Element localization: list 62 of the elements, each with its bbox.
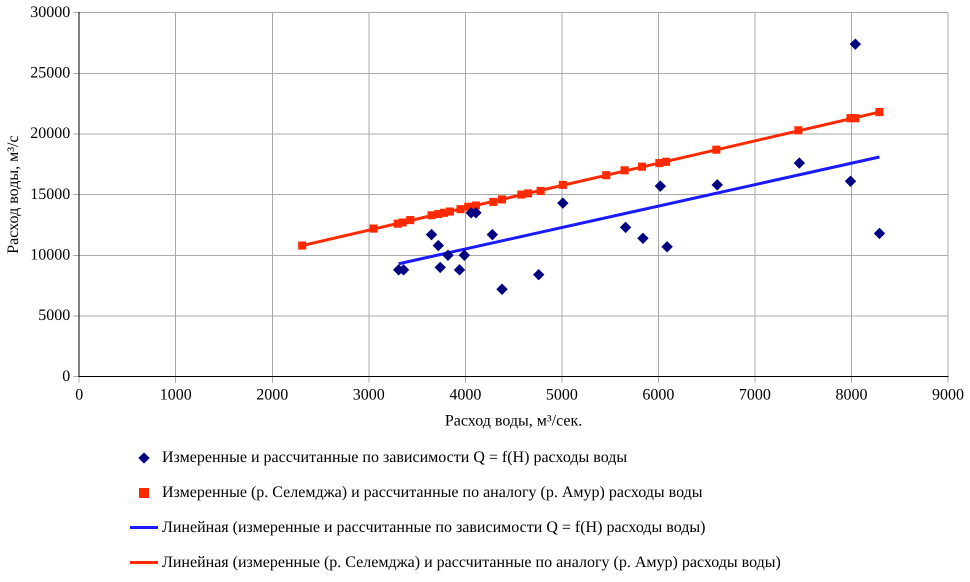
point: [454, 264, 466, 276]
point: [498, 195, 506, 204]
x-tick-label: 2000: [256, 386, 288, 404]
point: [850, 38, 861, 50]
y-tick-label: 20000: [30, 125, 70, 142]
point: [794, 158, 805, 169]
point: [874, 228, 885, 239]
point: [662, 241, 673, 252]
point: [426, 229, 438, 240]
x-tick-label: 7000: [738, 386, 771, 404]
x-tick-label: 5000: [546, 386, 578, 404]
legend-label: Линейная (измеренные (р. Селемджа) и рассчитанные по аналогу (р. Амур) расходы воды): [162, 554, 781, 572]
y-tick-label: 25000: [30, 64, 70, 82]
x-tick-label: 0: [75, 386, 84, 404]
x-tick-label: 3000: [352, 386, 385, 404]
x-axis-title: Расход воды, м³/сек.: [444, 412, 582, 430]
y-tick-label: 5000: [38, 307, 70, 324]
point: [662, 158, 670, 166]
point: [370, 224, 378, 233]
point: [432, 240, 444, 252]
point: [794, 126, 802, 134]
point: [875, 108, 884, 116]
x-tick-label: 9000: [932, 386, 964, 404]
y-axis-title: Расход воды, м³/с: [4, 135, 22, 254]
point: [638, 162, 646, 171]
point: [602, 171, 610, 180]
point: [496, 284, 508, 295]
point: [428, 211, 436, 220]
x-tick-label: 1000: [160, 386, 192, 404]
point: [406, 216, 414, 224]
point: [486, 229, 498, 240]
legend-label: Измеренные (р. Селемджа) и рассчитанные по аналогу (р. Амур) расходы воды: [162, 484, 703, 502]
y-tick-label: 15000: [30, 186, 70, 203]
point: [557, 198, 568, 209]
point: [524, 189, 532, 198]
point: [398, 218, 407, 227]
point: [456, 205, 465, 214]
point: [446, 208, 454, 216]
y-tick-label: 30000: [30, 4, 70, 21]
point: [845, 176, 856, 187]
y-tick-label: 0: [62, 368, 70, 385]
point: [654, 180, 666, 192]
point: [637, 232, 648, 244]
point: [620, 166, 629, 174]
point: [533, 269, 544, 280]
point: [298, 242, 306, 250]
point: [442, 250, 454, 261]
x-tick-label: 4000: [449, 386, 482, 404]
legend-label: Измеренные и рассчитанные по зависимости Q = f(H) расходы воды: [162, 448, 628, 466]
point: [558, 180, 567, 189]
point: [458, 250, 470, 261]
point: [620, 222, 632, 233]
point: [536, 186, 545, 195]
point: [434, 262, 446, 273]
y-tick-label: 10000: [30, 246, 70, 264]
legend-label: Линейная (измеренные и рассчитанные по зависимости Q = f(H) расходы воды): [162, 518, 706, 536]
point: [489, 198, 498, 206]
x-tick-label: 6000: [642, 386, 674, 404]
point: [712, 146, 720, 154]
point: [851, 114, 860, 122]
x-tick-label: 8000: [835, 386, 868, 404]
point: [712, 179, 723, 190]
